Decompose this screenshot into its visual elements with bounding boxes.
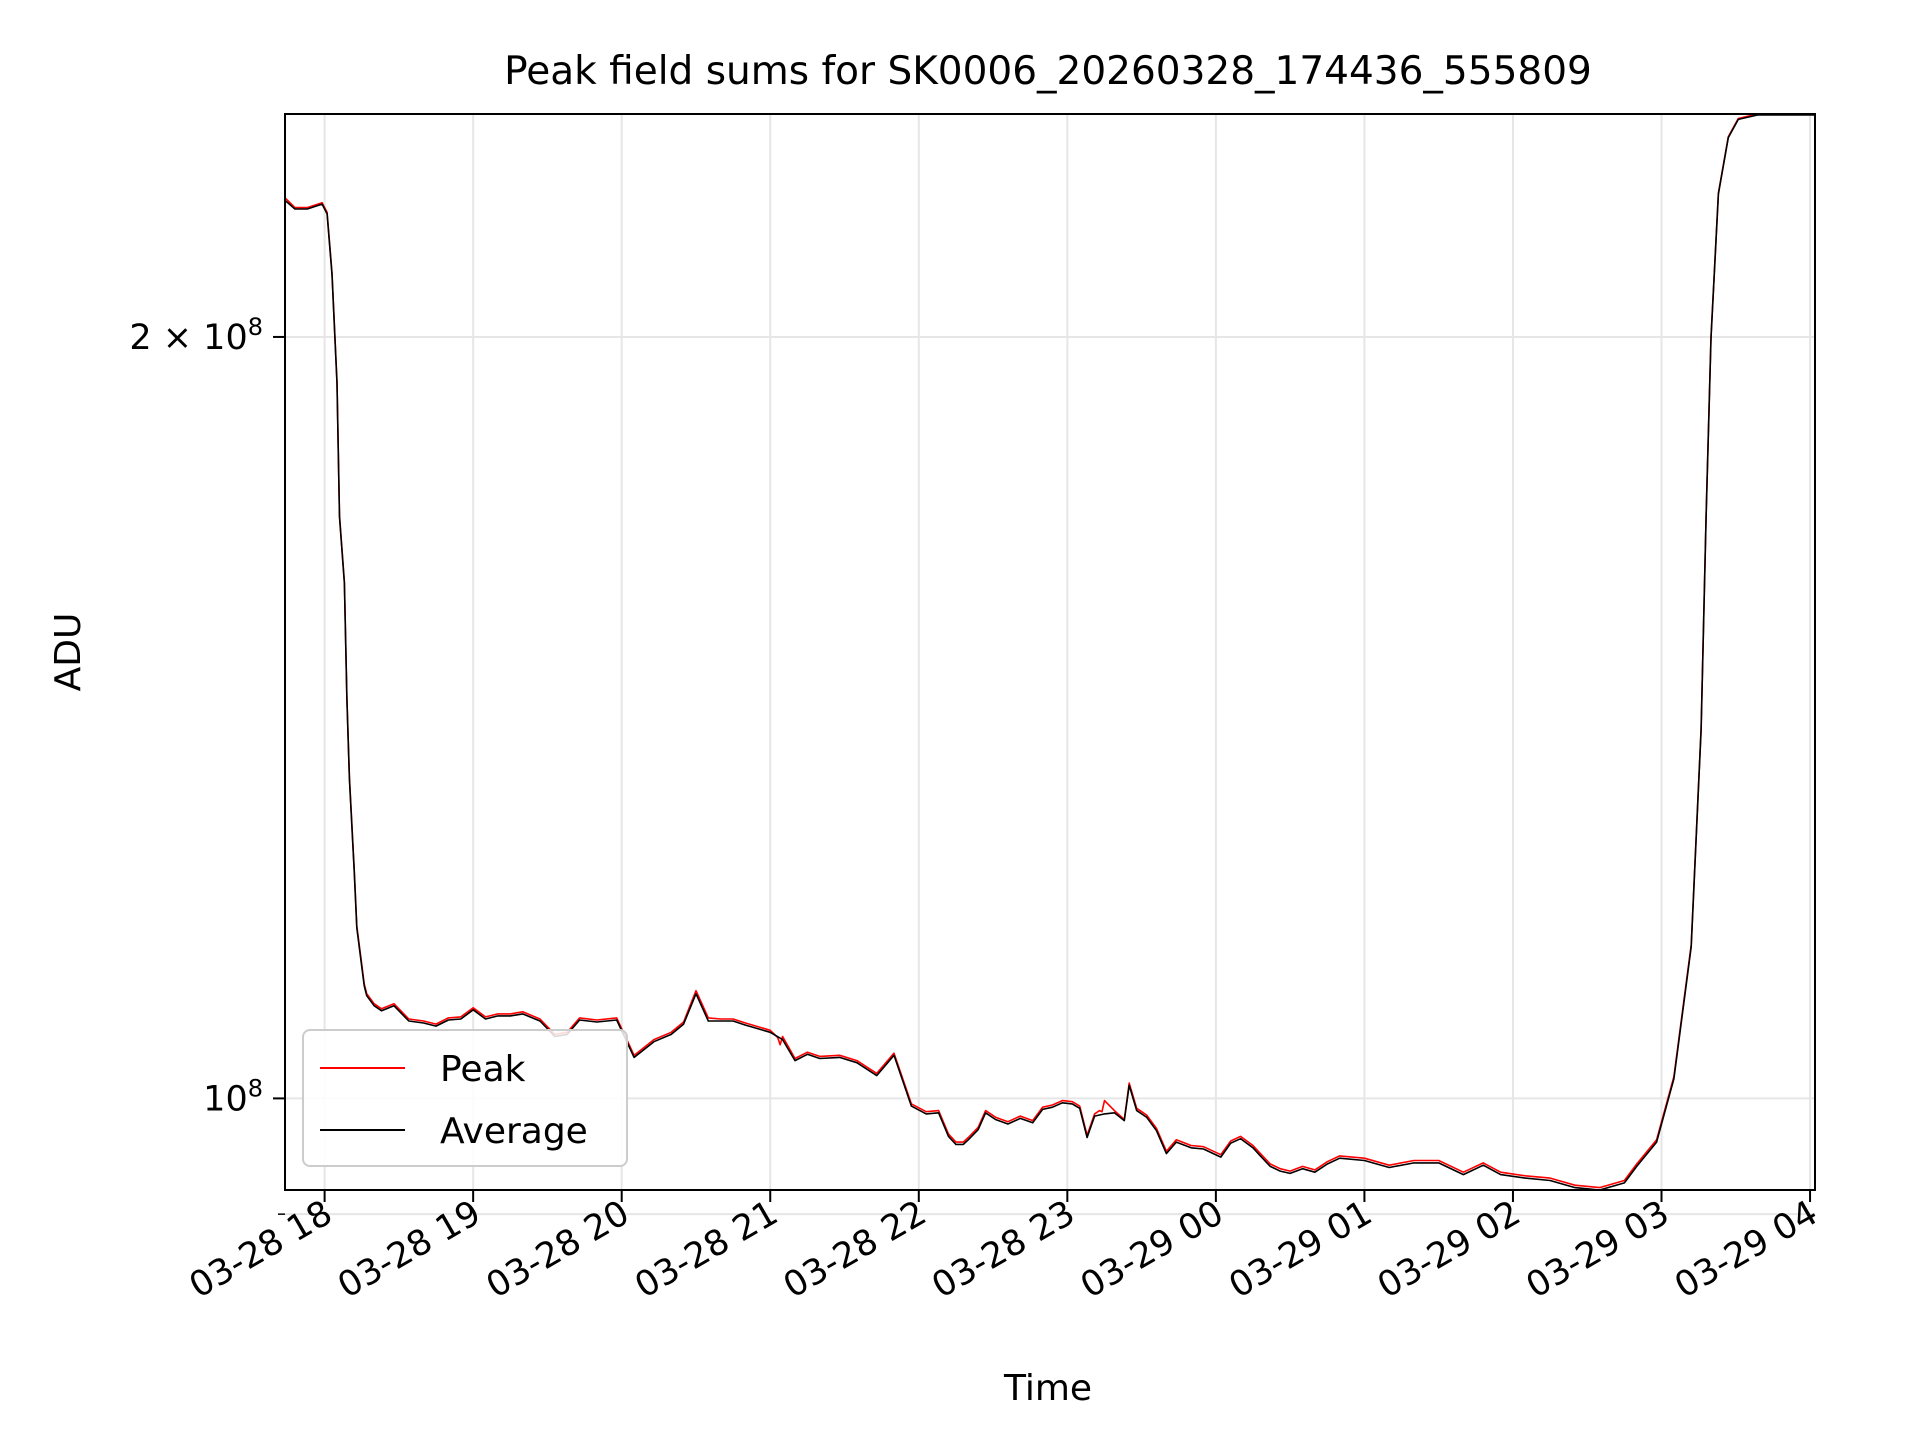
grid-lines [285,114,1815,1216]
plot-frame [284,113,1816,1191]
y-axis-label: ADU [48,613,89,692]
series-line-peak [285,114,1815,1189]
y-tick-label: 108 [203,1074,263,1119]
legend: Peak Average [302,1029,628,1167]
legend-box [302,1029,628,1167]
y-tick-label: 2 × 108 [129,313,263,358]
series-layer [285,114,1815,1190]
legend-label-peak: Peak [440,1049,526,1090]
chart-title: Peak field sums for SK0006_20260328_1744… [504,49,1592,94]
y-tick-base: 2 × 10 [129,318,247,358]
legend-label-average: Average [440,1111,588,1152]
y-tick-exponent: 8 [248,313,263,341]
y-tick-base: 10 [203,1079,248,1119]
x-axis-label: Time [1003,1368,1092,1409]
y-tick-exponent: 8 [248,1074,263,1102]
series-line-average [285,114,1815,1190]
